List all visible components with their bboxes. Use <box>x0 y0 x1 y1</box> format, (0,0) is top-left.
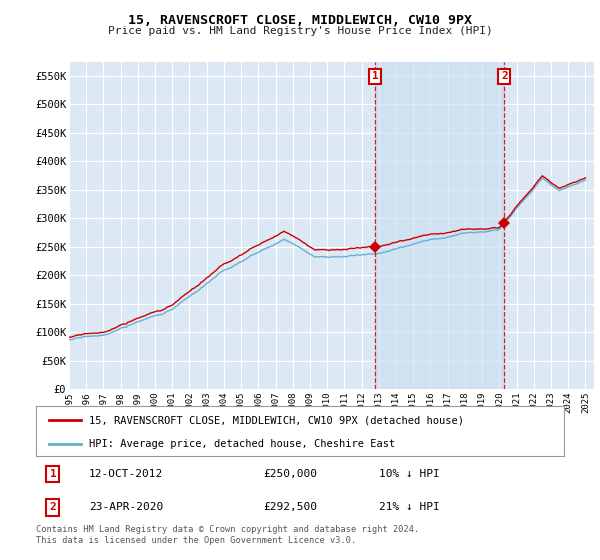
Text: Price paid vs. HM Land Registry's House Price Index (HPI): Price paid vs. HM Land Registry's House … <box>107 26 493 36</box>
Text: HPI: Average price, detached house, Cheshire East: HPI: Average price, detached house, Ches… <box>89 439 395 449</box>
Text: 12-OCT-2012: 12-OCT-2012 <box>89 469 163 479</box>
Text: £250,000: £250,000 <box>263 469 317 479</box>
Text: 10% ↓ HPI: 10% ↓ HPI <box>379 469 440 479</box>
Text: 2: 2 <box>50 502 56 512</box>
Text: Contains HM Land Registry data © Crown copyright and database right 2024.
This d: Contains HM Land Registry data © Crown c… <box>36 525 419 545</box>
Text: 2: 2 <box>501 72 508 81</box>
Text: 15, RAVENSCROFT CLOSE, MIDDLEWICH, CW10 9PX (detached house): 15, RAVENSCROFT CLOSE, MIDDLEWICH, CW10 … <box>89 415 464 425</box>
Text: 1: 1 <box>372 72 379 81</box>
Text: 23-APR-2020: 23-APR-2020 <box>89 502 163 512</box>
Text: 1: 1 <box>50 469 56 479</box>
Text: 21% ↓ HPI: 21% ↓ HPI <box>379 502 440 512</box>
Bar <box>375 62 505 389</box>
Text: £292,500: £292,500 <box>263 502 317 512</box>
Text: 15, RAVENSCROFT CLOSE, MIDDLEWICH, CW10 9PX: 15, RAVENSCROFT CLOSE, MIDDLEWICH, CW10 … <box>128 14 472 27</box>
